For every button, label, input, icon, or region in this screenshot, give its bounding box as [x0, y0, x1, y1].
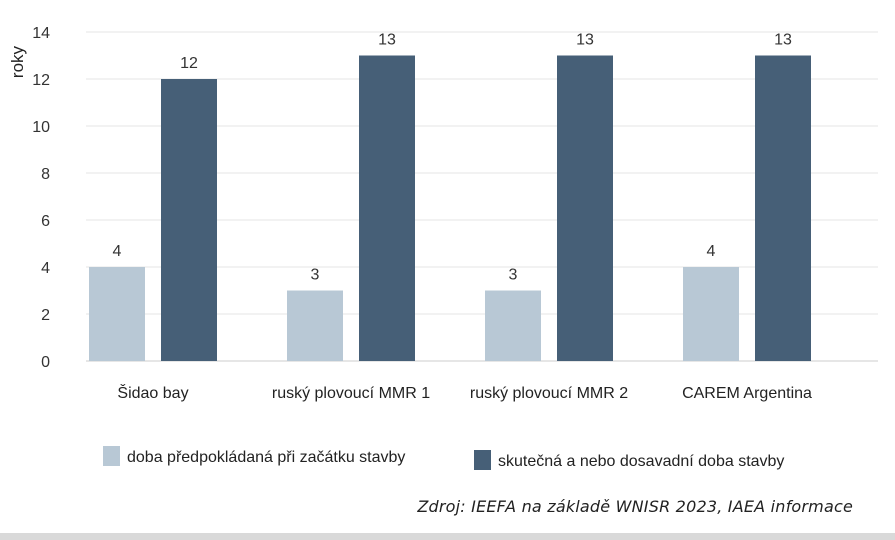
data-label: 12 [180, 55, 198, 72]
legend-label: doba předpokládaná při začátku stavby [127, 449, 405, 466]
y-tick-label: 4 [41, 260, 50, 277]
category-label: CAREM Argentina [682, 385, 812, 402]
data-label: 13 [576, 32, 594, 49]
y-tick-label: 14 [32, 25, 50, 42]
y-tick-label: 6 [41, 213, 50, 230]
legend-swatch [474, 450, 491, 470]
source-note: Zdroj: IEEFA na základě WNISR 2023, IAEA… [417, 497, 853, 516]
bar-actual [359, 55, 415, 361]
data-label: 13 [774, 32, 792, 49]
bar-planned [89, 267, 145, 361]
y-tick-label: 8 [41, 166, 50, 183]
data-label: 4 [113, 243, 122, 260]
bar-planned [683, 267, 739, 361]
bar-actual [557, 55, 613, 361]
legend: doba předpokládaná při začátku stavby sku… [103, 446, 784, 470]
data-labels: 4 12 3 13 3 13 4 13 [113, 32, 792, 284]
y-tick-label: 2 [41, 307, 50, 324]
legend-label: skutečná a nebo dosavadní doba stavby [498, 453, 784, 470]
axis-band [88, 368, 878, 380]
y-tick-label: 0 [41, 354, 50, 371]
bottom-band [0, 533, 895, 540]
category-label: ruský plovoucí MMR 1 [272, 385, 430, 402]
bar-planned [287, 290, 343, 361]
category-label: ruský plovoucí MMR 2 [470, 385, 628, 402]
bar-actual [755, 55, 811, 361]
bars [88, 55, 878, 380]
data-label: 4 [707, 243, 716, 260]
legend-swatch [103, 446, 120, 466]
y-axis-ticks: 0 2 4 6 8 10 12 14 [32, 25, 50, 371]
category-labels: Šidao bay ruský plovoucí MMR 1 ruský plovo… [117, 383, 812, 402]
data-label: 3 [509, 267, 518, 284]
data-label: 3 [311, 267, 320, 284]
category-label: Šidao bay [117, 383, 188, 402]
gridlines [86, 31, 878, 362]
y-tick-label: 12 [32, 72, 50, 89]
bar-planned [485, 290, 541, 361]
data-label: 13 [378, 32, 396, 49]
y-tick-label: 10 [32, 119, 50, 136]
bar-actual [161, 79, 217, 361]
y-axis-label: roky [8, 45, 27, 78]
